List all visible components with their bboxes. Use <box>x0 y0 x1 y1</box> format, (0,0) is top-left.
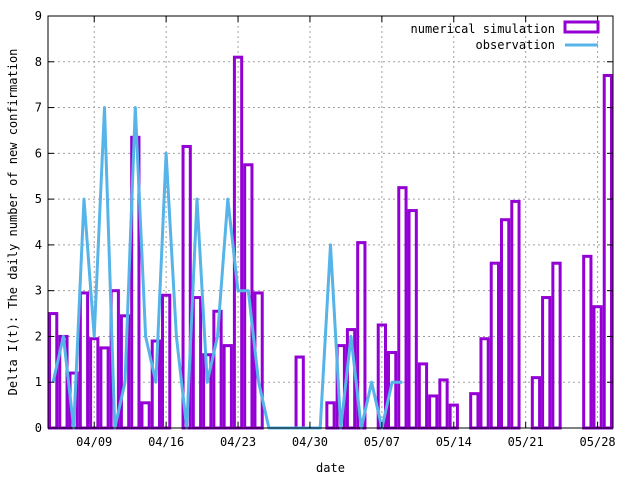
simulation-bar <box>430 396 437 428</box>
y-tick-label: 0 <box>35 421 42 435</box>
simulation-bar <box>142 403 149 428</box>
x-tick-label: 04/30 <box>292 435 328 449</box>
simulation-bar <box>502 220 509 428</box>
legend-swatch-simulation <box>565 22 598 32</box>
simulation-bar <box>224 346 231 428</box>
simulation-bar <box>409 211 416 428</box>
y-tick-label: 1 <box>35 375 42 389</box>
x-tick-label: 05/21 <box>508 435 544 449</box>
x-tick-label: 05/28 <box>580 435 616 449</box>
x-tick-label: 04/16 <box>148 435 184 449</box>
simulation-bar <box>101 348 108 428</box>
simulation-bar <box>481 339 488 428</box>
x-tick-label: 05/14 <box>436 435 472 449</box>
simulation-bar <box>296 357 303 428</box>
x-tick-label: 05/07 <box>364 435 400 449</box>
y-tick-label: 5 <box>35 192 42 206</box>
x-tick-label: 04/09 <box>76 435 112 449</box>
simulation-bar <box>471 394 478 428</box>
simulation-bar <box>491 263 498 428</box>
x-tick-label: 04/23 <box>220 435 256 449</box>
simulation-bar <box>543 298 550 428</box>
simulation-bar <box>532 378 539 428</box>
y-tick-label: 6 <box>35 146 42 160</box>
simulation-bar <box>604 76 611 428</box>
y-tick-label: 8 <box>35 55 42 69</box>
simulation-bar <box>419 364 426 428</box>
simulation-bar <box>440 380 447 428</box>
simulation-bar <box>193 298 200 428</box>
y-axis-label: Delta I(t): The daily number of new conf… <box>6 49 20 396</box>
y-tick-label: 2 <box>35 329 42 343</box>
simulation-bar <box>399 188 406 428</box>
simulation-bar <box>584 256 591 428</box>
observation-series-line <box>53 108 402 428</box>
y-tick-label: 9 <box>35 9 42 23</box>
x-axis-label: date <box>316 461 345 475</box>
simulation-bar <box>327 403 334 428</box>
simulation-bar <box>80 293 87 428</box>
legend-label-observation: observation <box>476 38 555 52</box>
simulation-bar <box>512 201 519 428</box>
y-tick-label: 3 <box>35 284 42 298</box>
simulation-bar <box>553 263 560 428</box>
legend-label-simulation: numerical simulation <box>411 22 556 36</box>
observation-line <box>53 108 402 428</box>
legend: numerical simulation observation <box>411 22 599 52</box>
y-tick-label: 4 <box>35 238 42 252</box>
y-tick-label: 7 <box>35 101 42 115</box>
